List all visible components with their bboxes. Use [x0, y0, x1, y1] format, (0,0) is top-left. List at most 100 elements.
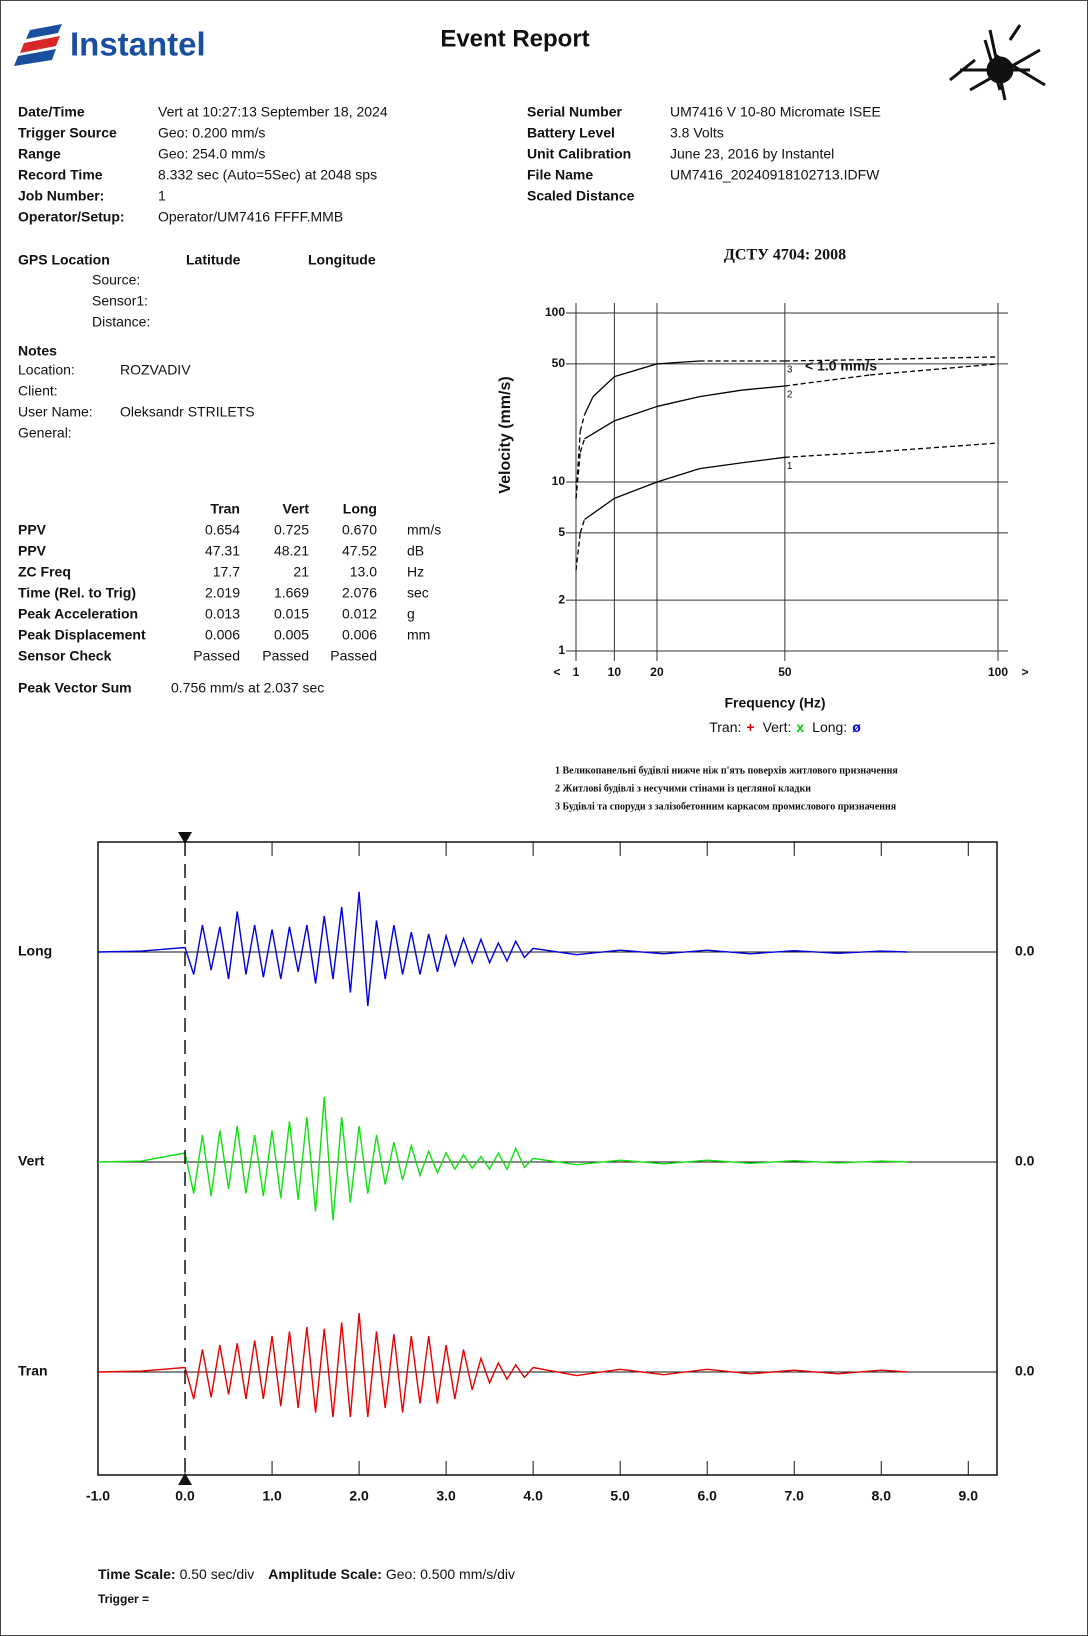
y-axis-label: Velocity (mm/s) — [497, 376, 514, 493]
field-label: Battery Level — [527, 125, 615, 141]
gps-column: Longitude — [308, 252, 376, 268]
baseline-label: 0.0 — [1015, 1363, 1035, 1379]
waveform — [97, 1313, 908, 1418]
y-tick-label: 50 — [552, 356, 566, 370]
limit-curve — [784, 358, 871, 362]
legend-label: Tran: — [709, 719, 741, 735]
limit-curve — [742, 385, 785, 391]
limit-curve — [656, 360, 700, 365]
waveform — [97, 891, 908, 1007]
limit-curve — [870, 442, 999, 453]
field-value: Geo: 254.0 mm/s — [158, 146, 265, 162]
table-cell: 0.725 — [274, 522, 309, 538]
gps-row: Source: — [92, 272, 140, 288]
limit-curve — [870, 363, 999, 376]
table-cell: 0.006 — [342, 627, 377, 643]
trigger-marker — [178, 1473, 193, 1485]
field-label: Trigger Source — [18, 125, 117, 141]
row-label: ZC Freq — [18, 564, 71, 580]
field-value: 1 — [158, 188, 166, 204]
table-cell: 2.019 — [205, 585, 240, 601]
table-cell: 0.670 — [342, 522, 377, 538]
curve-label: 3 — [787, 365, 793, 376]
field-label: Record Time — [18, 167, 103, 183]
table-cell: 47.52 — [342, 543, 377, 559]
note-value: ROZVADIV — [120, 362, 191, 378]
legend-label: Vert: — [763, 719, 792, 735]
field-value: UM7416_20240918102713.IDFW — [670, 167, 880, 183]
table-cell: 48.21 — [274, 543, 309, 559]
note-label: General: — [18, 425, 72, 441]
trace-label: Long — [18, 943, 52, 959]
x-under-marker: < — [553, 665, 560, 679]
legend-label: Long: — [812, 719, 847, 735]
limit-curve — [656, 395, 700, 408]
x-tick-label: 50 — [778, 665, 792, 679]
notes-title: Notes — [18, 343, 57, 359]
field-value: Vert at 10:27:13 September 18, 2024 — [158, 104, 388, 120]
y-tick-label: 1 — [558, 643, 565, 657]
field-label: Date/Time — [18, 104, 85, 120]
field-label: Job Number: — [18, 188, 104, 204]
field-value: 3.8 Volts — [670, 125, 724, 141]
limit-curve — [584, 497, 615, 521]
limit-curve — [699, 389, 743, 398]
limit-curve — [575, 431, 581, 499]
gps-row: Distance: — [92, 314, 150, 330]
table-cell: 17.7 — [213, 564, 240, 580]
legend-symbol: x — [796, 719, 804, 735]
baseline-label: 0.0 — [1015, 943, 1035, 959]
trace-label: Vert — [18, 1153, 45, 1169]
limit-curve — [784, 451, 871, 458]
table-cell: 0.012 — [342, 606, 377, 622]
field-label: Scaled Distance — [527, 188, 635, 204]
baseline-label: 0.0 — [1015, 1153, 1035, 1169]
field-label: Serial Number — [527, 104, 622, 120]
x-tick-label: 4.0 — [523, 1488, 543, 1504]
legend-symbol: + — [746, 719, 754, 735]
y-tick-label: 100 — [545, 305, 565, 319]
row-label: Sensor Check — [18, 648, 112, 664]
row-label: PPV — [18, 543, 47, 559]
x-tick-label: 1 — [573, 665, 580, 679]
limit-curve — [784, 374, 871, 387]
gps-title: GPS Location — [18, 252, 110, 268]
chart-title: ДСТУ 4704: 2008 — [724, 247, 846, 264]
table-header: Tran — [210, 501, 240, 517]
field-label: Unit Calibration — [527, 146, 631, 162]
field-label: Range — [18, 146, 61, 162]
limit-curve — [579, 438, 586, 453]
unit: sec — [407, 585, 429, 601]
curve-note: 1 Великопанельні будівлі нижче ніж п'ять… — [555, 765, 898, 776]
row-label: Peak Acceleration — [18, 606, 138, 622]
limit-curve — [579, 519, 586, 534]
limit-curve — [614, 481, 658, 499]
table-header: Long — [343, 501, 377, 517]
limit-curve — [584, 420, 615, 440]
pvs-value: 0.756 mm/s at 2.037 sec — [171, 680, 324, 696]
y-tick-label: 10 — [552, 474, 566, 488]
gps-row: Sensor1: — [92, 293, 148, 309]
legend: Tran: + Vert: x Long: ø — [709, 719, 861, 735]
x-axis-label: Frequency (Hz) — [724, 695, 825, 711]
y-tick-label: 2 — [558, 592, 565, 606]
x-tick-label: 6.0 — [697, 1488, 717, 1504]
field-value: Geo: 0.200 mm/s — [158, 125, 265, 141]
x-tick-label: 0.0 — [175, 1488, 195, 1504]
limit-curve — [742, 456, 785, 464]
legend-symbol: ø — [852, 719, 861, 735]
field-value: June 23, 2016 by Instantel — [670, 146, 834, 162]
x-tick-label: 100 — [988, 665, 1008, 679]
amplitude-scale-label: Amplitude Scale: — [268, 1566, 382, 1582]
x-tick-label: -1.0 — [86, 1488, 110, 1504]
explosion-icon — [949, 24, 1046, 101]
table-cell: 0.006 — [205, 627, 240, 643]
table-cell: Passed — [193, 648, 240, 664]
row-label: PPV — [18, 522, 47, 538]
scale-info: Time Scale: 0.50 sec/div Amplitude Scale: G… — [98, 1566, 515, 1582]
table-cell: Passed — [330, 648, 377, 664]
table-cell: 21 — [293, 564, 309, 580]
y-tick-label: 5 — [558, 525, 565, 539]
row-label: Time (Rel. to Trig) — [18, 585, 136, 601]
limit-curve — [583, 396, 594, 416]
